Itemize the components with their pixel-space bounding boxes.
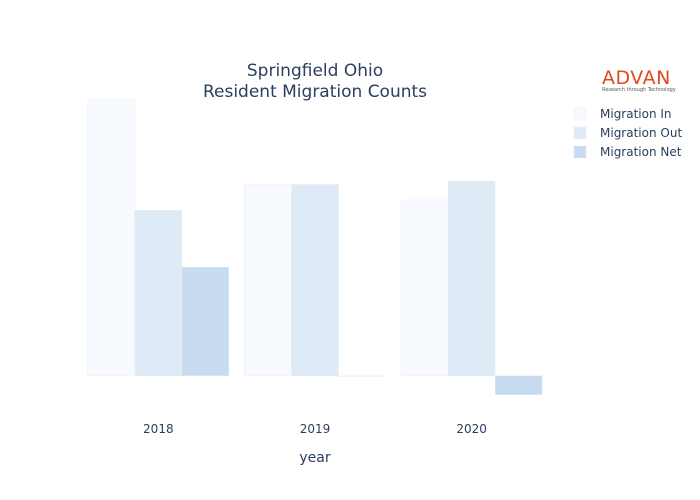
x-tick-label: 2018	[143, 422, 174, 436]
bar-migration-out-2020[interactable]	[447, 180, 496, 377]
logo-tagline: Research through Technology	[602, 87, 676, 93]
bar-group	[87, 99, 543, 396]
bar-migration-out-2018[interactable]	[134, 210, 183, 377]
x-axis-title: year	[299, 450, 330, 466]
legend-swatch	[573, 126, 587, 140]
logo-wordmark: ADVAN	[602, 67, 671, 89]
bar-migration-net-2018[interactable]	[181, 266, 230, 377]
chart-title-line-2: Resident Migration Counts	[203, 82, 427, 102]
legend-item-migration-in[interactable]: Migration In	[573, 107, 672, 121]
chart-title-line-1: Springfield Ohio	[247, 61, 383, 81]
legend-item-migration-out[interactable]: Migration Out	[573, 126, 682, 140]
legend-item-migration-net[interactable]: Migration Net	[573, 145, 682, 159]
bar-migration-net-2019[interactable]	[338, 375, 386, 377]
bar-migration-out-2019[interactable]	[291, 184, 339, 377]
bar-migration-in-2020[interactable]	[400, 199, 449, 377]
legend[interactable]: Migration In Migration Out Migration Net	[573, 107, 682, 159]
legend-label: Migration Out	[600, 126, 682, 140]
legend-swatch	[573, 145, 587, 159]
x-tick-label: 2019	[300, 422, 331, 436]
legend-swatch	[573, 107, 587, 121]
chart-title: Springfield Ohio Resident Migration Coun…	[203, 61, 427, 102]
advan-logo: ADVAN Research through Technology	[602, 67, 676, 93]
bar-migration-in-2018[interactable]	[87, 99, 136, 377]
x-tick-labels: 2018 2019 2020	[143, 422, 487, 436]
bar-migration-in-2019[interactable]	[244, 184, 292, 377]
legend-label: Migration In	[600, 107, 672, 121]
x-tick-label: 2020	[456, 422, 487, 436]
legend-label: Migration Net	[600, 145, 682, 159]
bar-migration-net-2020[interactable]	[494, 375, 543, 396]
